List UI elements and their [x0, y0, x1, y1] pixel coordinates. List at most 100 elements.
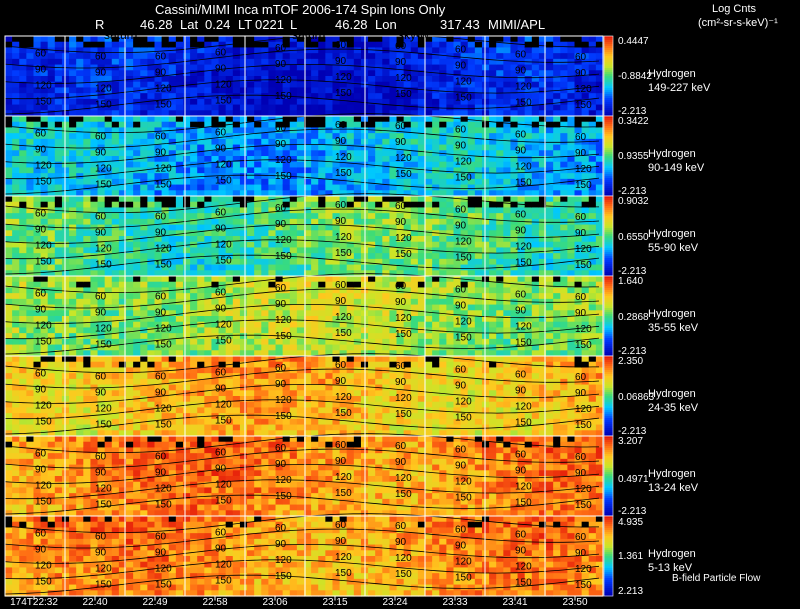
institution-label: MIMI/APL [488, 17, 546, 32]
x-tick-label: 23:41 [502, 597, 528, 608]
pitch-angle-label: 120 [35, 401, 52, 412]
pitch-angle-label: 120 [155, 163, 172, 174]
pitch-angle-label: 90 [275, 459, 287, 470]
pitch-angle-label: 60 [395, 361, 407, 372]
pitch-angle-label: 90 [395, 137, 407, 148]
pitch-angle-label: 90 [515, 225, 527, 236]
cbar-max: 0.3422 [618, 116, 649, 127]
pitch-angle-label: 60 [575, 532, 587, 543]
pitch-angle-label: 60 [335, 440, 347, 451]
pitch-angle-label: 150 [35, 177, 52, 188]
pitch-angle-label: 60 [155, 211, 167, 222]
pitch-angle-label: 90 [95, 228, 107, 239]
pitch-angle-label: 60 [455, 205, 467, 216]
pitch-angle-label: 90 [575, 228, 587, 239]
spectrogram-panel [5, 36, 604, 117]
pitch-angle-label: 150 [35, 337, 52, 348]
pitch-angle-label: 90 [215, 544, 227, 555]
pitch-angle-label: 120 [575, 404, 592, 415]
pitch-angle-label: 120 [95, 244, 112, 255]
pitch-angle-label: 90 [395, 377, 407, 388]
pitch-angle-label: 90 [155, 467, 167, 478]
pitch-angle-label: 60 [155, 131, 167, 142]
pitch-angle-label: 120 [515, 401, 532, 412]
pitch-angle-label: 150 [215, 176, 232, 187]
pitch-angle-label: 120 [455, 557, 472, 568]
pitch-angle-labels: 60 90 120 150 60 90 120 150 60 90 120 150 60 90 120 150… [35, 120, 592, 191]
panel-energy: 55-90 keV [648, 242, 699, 254]
pitch-angle-label: 90 [275, 219, 287, 230]
lt-value: 0221 [255, 17, 284, 32]
panel-species: Hydrogen [648, 548, 696, 560]
pitch-angle-label: 150 [95, 500, 112, 511]
pitch-angle-label: 60 [275, 203, 287, 214]
x-tick-label: 22:40 [82, 597, 108, 608]
pitch-angle-label: 150 [335, 408, 352, 419]
cbar-max: 3.207 [618, 436, 644, 447]
pitch-angle-label: 150 [95, 340, 112, 351]
l-label: L [290, 17, 298, 32]
pitch-angle-label: 90 [155, 67, 167, 78]
cbar-mid: 0.9355 [618, 151, 649, 162]
pitch-angle-label: 60 [455, 125, 467, 136]
pitch-angle-label: 90 [455, 61, 467, 72]
pitch-angle-label: 90 [455, 301, 467, 312]
cbar-min: -2.213 [618, 266, 647, 277]
direction-label-sky: sky-w [398, 28, 429, 42]
pitch-angle-label: 60 [515, 49, 527, 60]
pitch-angle-label: 120 [155, 83, 172, 94]
lon-value: 317.43 [440, 17, 480, 32]
pitch-angle-label: 150 [515, 417, 532, 428]
pitch-angle-label: 60 [35, 369, 47, 380]
pitch-angle-label: 120 [455, 317, 472, 328]
pitch-angle-label: 90 [515, 385, 527, 396]
pitch-angle-label: 90 [155, 547, 167, 558]
pitch-angle-label: 150 [275, 171, 292, 182]
cbar-min: -2.213 [618, 426, 647, 437]
pitch-angle-label: 60 [95, 372, 107, 383]
pitch-angle-label: 150 [455, 253, 472, 264]
pitch-angle-label: 120 [395, 233, 412, 244]
pitch-angle-label: 90 [215, 64, 227, 75]
pitch-angle-label: 150 [95, 580, 112, 591]
panel-species: Hydrogen [648, 388, 696, 400]
pitch-angle-labels: 60 90 120 150 60 90 120 150 60 90 120 150 60 90 120 150… [35, 440, 592, 511]
pitch-angle-label: 120 [215, 240, 232, 251]
pitch-angle-label: 60 [395, 121, 407, 132]
pitch-angle-label: 120 [35, 81, 52, 92]
pitch-angle-label: 150 [155, 259, 172, 270]
pitch-angle-label: 90 [575, 148, 587, 159]
pitch-angle-label: 150 [155, 419, 172, 430]
pitch-angle-label: 90 [215, 304, 227, 315]
x-tick-label: 174T22:32 [10, 597, 58, 608]
pitch-angle-label: 150 [275, 251, 292, 262]
lat-label: Lat [180, 17, 199, 32]
cbar-mid: 0.4971 [618, 474, 649, 485]
pitch-angle-labels: 60 90 120 150 60 90 120 150 60 90 120 150 60 90 120 150… [35, 200, 592, 271]
pitch-angle-label: 60 [395, 521, 407, 532]
pitch-angle-label: 60 [335, 520, 347, 531]
panel-energy: 90-149 keV [648, 162, 705, 174]
pitch-angle-label: 90 [95, 388, 107, 399]
pitch-angle-label: 120 [95, 324, 112, 335]
panel-species: Hydrogen [648, 68, 696, 80]
pitch-angle-label: 120 [575, 324, 592, 335]
pitch-angle-label: 150 [395, 249, 412, 260]
panel-energy: 24-35 keV [648, 402, 699, 414]
pitch-angle-label: 120 [35, 161, 52, 172]
pitch-angle-label: 120 [215, 80, 232, 91]
pitch-angle-label: 60 [215, 288, 227, 299]
colorbar [603, 275, 614, 357]
pitch-angle-label: 150 [575, 180, 592, 191]
pitch-angle-label: 90 [575, 308, 587, 319]
panel-species: Hydrogen [648, 148, 696, 160]
panel-energy: 149-227 keV [648, 82, 711, 94]
pitch-angle-label: 90 [275, 59, 287, 70]
pitch-angle-label: 150 [335, 248, 352, 259]
pitch-angle-label: 60 [515, 129, 527, 140]
pitch-angle-label: 120 [395, 73, 412, 84]
pitch-angle-label: 90 [395, 297, 407, 308]
pitch-angle-label: 60 [335, 200, 347, 211]
pitch-angle-labels: 60 90 120 150 60 90 120 150 60 90 120 150 60 90 120 150… [35, 520, 592, 591]
pitch-angle-label: 120 [395, 393, 412, 404]
